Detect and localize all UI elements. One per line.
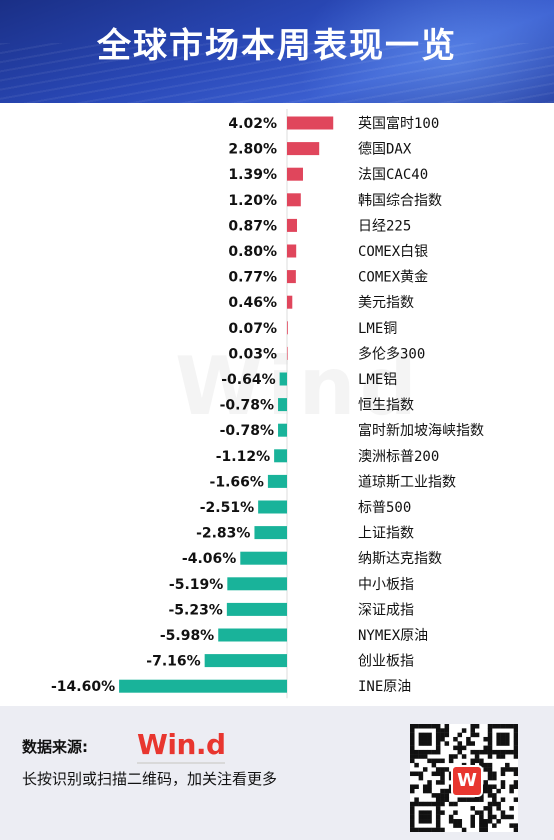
bar: [204, 654, 287, 668]
wind-logo: Win.d: [137, 728, 226, 761]
header-banner: 全球市场本周表现一览: [0, 0, 554, 103]
follow-note: 长按识别或扫描二维码，加关注看更多: [22, 770, 278, 788]
category-label: 澳洲标普200: [358, 449, 439, 465]
category-label: 创业板指: [358, 654, 414, 670]
bar: [267, 474, 287, 488]
data-label: -7.16%: [146, 654, 200, 670]
data-label: 0.80%: [228, 244, 277, 260]
data-label: -2.51%: [200, 500, 254, 516]
bar: [226, 602, 287, 616]
data-label: -5.98%: [160, 628, 214, 644]
category-label: 中小板指: [358, 577, 414, 593]
category-label: 韩国综合指数: [358, 193, 442, 209]
category-label: 标普500: [358, 500, 411, 516]
data-label: 4.02%: [228, 116, 277, 132]
bar: [258, 500, 287, 514]
category-label: LME铜: [358, 321, 397, 337]
category-label: 深证成指: [358, 602, 414, 618]
category-label: 美元指数: [358, 295, 414, 311]
wind-watermark: Wind: [175, 340, 421, 433]
category-label: 德国DAX: [358, 142, 412, 158]
category-label: LME铝: [358, 372, 397, 388]
bar: [287, 116, 334, 130]
data-label: -0.64%: [221, 372, 275, 388]
footer: 数据来源: Win.d 长按识别或扫描二维码，加关注看更多 W: [0, 706, 554, 840]
bar: [287, 346, 288, 360]
bar: [254, 526, 287, 540]
data-source-label: 数据来源:: [22, 738, 88, 756]
data-label: -4.06%: [182, 551, 236, 567]
category-label: 日经225: [358, 218, 411, 234]
bar: [287, 270, 296, 284]
category-label: 多伦多300: [358, 345, 425, 362]
category-label: 富时新加坡海峡指数: [358, 422, 484, 439]
data-label: -5.19%: [169, 577, 223, 593]
category-label: INE原油: [358, 679, 411, 695]
data-label: 1.20%: [228, 193, 277, 209]
category-label: 法国CAC40: [358, 167, 428, 183]
data-label: -1.12%: [216, 449, 270, 465]
bar: [218, 628, 287, 642]
bar: [278, 423, 287, 437]
header-wave-decoration: [0, 43, 554, 103]
data-label: 0.46%: [228, 295, 277, 311]
data-label: 0.03%: [228, 346, 277, 362]
bar: [287, 167, 303, 181]
page-title: 全球市场本周表现一览: [97, 26, 457, 66]
data-label: -0.78%: [220, 398, 274, 414]
bar: [287, 218, 298, 232]
bar: [274, 449, 287, 463]
bar: [279, 372, 287, 386]
header-glow: [294, 0, 554, 103]
category-label: 道琼斯工业指数: [358, 474, 456, 490]
category-label: COMEX白银: [358, 244, 428, 260]
category-label: COMEX黄金: [358, 269, 428, 286]
data-label: -2.83%: [196, 526, 250, 542]
bar: [287, 295, 293, 309]
data-label: -14.60%: [51, 679, 115, 695]
category-label: 纳斯达克指数: [358, 551, 442, 567]
bar: [287, 193, 301, 207]
bar: [287, 142, 320, 156]
bar: [119, 679, 287, 693]
wind-badge-icon: W: [451, 765, 483, 797]
bar: [278, 398, 287, 412]
data-label: 0.77%: [228, 270, 277, 286]
bar: [227, 577, 287, 591]
data-label: 2.80%: [228, 142, 277, 158]
data-label: -5.23%: [168, 602, 222, 618]
bar: [287, 244, 297, 258]
category-label: 恒生指数: [358, 398, 414, 414]
market-performance-bar-chart: 4.02% 英国富时100 2.80% 德国DAX 1.39% 法国CAC40 1.20% 韩…: [51, 109, 484, 699]
data-label: 1.39%: [228, 167, 277, 183]
category-label: 上证指数: [358, 526, 414, 542]
qr-code-icon[interactable]: [410, 724, 518, 832]
data-label: -1.66%: [210, 474, 264, 490]
qr-badge-holder: W: [410, 724, 518, 832]
logo-underline: [137, 762, 225, 764]
category-label: NYMEX原油: [358, 628, 428, 644]
bar: [240, 551, 287, 565]
data-label: 0.87%: [228, 218, 277, 234]
data-label: 0.07%: [228, 321, 277, 337]
bar: [287, 321, 288, 335]
category-label: 英国富时100: [358, 115, 439, 132]
data-label: -0.78%: [220, 423, 274, 439]
